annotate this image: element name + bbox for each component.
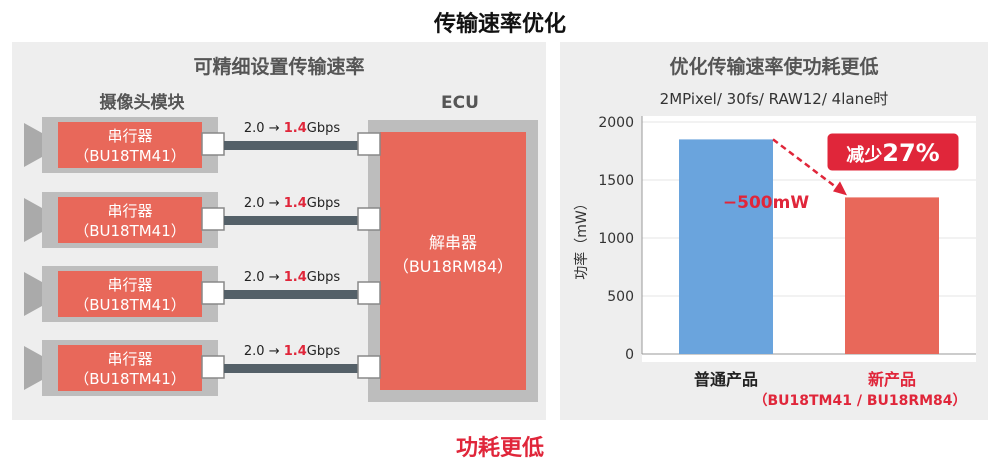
y-tick-label: 500 [607, 289, 634, 305]
serializer-name: 串行器 [107, 202, 152, 220]
footer-summary: 功耗更低 [455, 436, 544, 461]
serializer-part: （BU18TM41） [74, 370, 186, 388]
camera-lens-icon [24, 346, 42, 390]
camera-lens-icon [24, 123, 42, 167]
y-tick-label: 2000 [598, 115, 634, 131]
ecu-port-icon [357, 207, 381, 231]
deserializer-block [380, 132, 526, 390]
serializer-row: 串行器 （BU18TM41） 2.0 → 1.4Gbps [24, 266, 360, 322]
ecu-port-icon [357, 132, 381, 156]
rate-arrow-icon: → [265, 121, 284, 136]
difference-label: −500mW [723, 193, 809, 213]
rate-label: 2.0 → 1.4Gbps [244, 121, 340, 136]
rate-to: 1.4 [284, 121, 307, 136]
deserializer-part: （BU18RM84） [393, 257, 513, 276]
bar [845, 197, 939, 354]
rate-unit: Gbps [307, 344, 341, 359]
rate-from: 2.0 [244, 121, 265, 136]
deserializer-name: 解串器 [429, 233, 477, 252]
badge-text: 减少27% [846, 139, 939, 167]
power-chart: 2MPixel/ 30fs/ RAW12/ 4lane时 0 500 1000 150… [573, 90, 976, 409]
chart-subtitle: 2MPixel/ 30fs/ RAW12/ 4lane时 [660, 90, 889, 108]
rate-to: 1.4 [284, 344, 307, 359]
bar [679, 139, 773, 354]
transmission-diagram: 摄像头模块 ECU 串行器（BU18TM41）2.0 → 1.4Gbps串行器（… [24, 92, 538, 402]
serializer-name: 串行器 [107, 276, 152, 294]
reduction-badge: 减少27% [824, 130, 962, 174]
rate-from: 2.0 [244, 344, 265, 359]
serializer-block [58, 122, 202, 168]
serializer-part: （BU18TM41） [74, 147, 186, 165]
camera-port-icon [201, 132, 225, 156]
serializer-block [58, 345, 202, 391]
rate-arrow-icon: → [265, 196, 284, 211]
page-title: 传输速率优化 [433, 12, 566, 37]
power-panel: 优化传输速率使功耗更低 2MPixel/ 30fs/ RAW12/ 4lane时… [560, 42, 988, 420]
badge-value: 27% [882, 139, 939, 167]
rate-to: 1.4 [284, 270, 307, 285]
rate-label: 2.0 → 1.4Gbps [244, 270, 340, 285]
serializer-row: 串行器 （BU18TM41） 2.0 → 1.4Gbps [24, 192, 360, 248]
cable-line [224, 216, 360, 225]
serializer-name: 串行器 [107, 127, 152, 145]
power-panel-title: 优化传输速率使功耗更低 [669, 56, 879, 78]
category-sublabel: （BU18TM41 / BU18RM84） [753, 393, 966, 409]
badge-background [824, 130, 962, 174]
cable-line [224, 141, 360, 150]
category-label: 新产品 [868, 370, 916, 389]
rate-arrow-icon: → [265, 270, 284, 285]
transmission-panel: 可精细设置传输速率 摄像头模块 ECU 串行器 （BU18TM41） 2.0 → 1… [12, 42, 546, 420]
reduction-arrow-line [772, 138, 840, 191]
arrow-head-icon [833, 181, 847, 196]
transmission-panel-title: 可精细设置传输速率 [193, 56, 365, 78]
serializer-block [58, 271, 202, 317]
camera-port-icon [201, 355, 225, 379]
y-tick-label: 1000 [598, 231, 634, 247]
rate-from: 2.0 [244, 270, 265, 285]
rate-label: 2.0 → 1.4Gbps [244, 344, 340, 359]
badge-prefix: 减少 [846, 144, 882, 166]
rate-unit: Gbps [307, 121, 341, 136]
camera-port-icon [201, 207, 225, 231]
rate-arrow-icon: → [265, 344, 284, 359]
rate-to: 1.4 [284, 196, 307, 211]
serializer-block [58, 197, 202, 243]
serializer-row: 串行器 （BU18TM41） 2.0 → 1.4Gbps [24, 117, 360, 173]
category-label: 普通产品 [694, 370, 758, 389]
cable-line [224, 290, 360, 299]
rate-from: 2.0 [244, 196, 265, 211]
ecu-port-icon [357, 281, 381, 305]
serializer-part: （BU18TM41） [74, 296, 186, 314]
ecu-block: 解串器 （BU18RM84） [368, 120, 538, 402]
ecu-label: ECU [441, 93, 479, 113]
cable-line [224, 364, 360, 373]
serializer-part: （BU18TM41） [74, 222, 186, 240]
serializer-row: 串行器 （BU18TM41） 2.0 → 1.4Gbps [24, 340, 360, 396]
y-axis-label: 功率（mW） [573, 196, 590, 279]
camera-lens-icon [24, 272, 42, 316]
serializer-name: 串行器 [107, 350, 152, 368]
ecu-port-icon [357, 355, 381, 379]
camera-port-icon [201, 281, 225, 305]
rate-unit: Gbps [307, 270, 341, 285]
camera-module-label: 摄像头模块 [100, 92, 186, 113]
rate-unit: Gbps [307, 196, 341, 211]
y-tick-label: 1500 [598, 173, 634, 189]
camera-lens-icon [24, 198, 42, 242]
rate-label: 2.0 → 1.4Gbps [244, 196, 340, 211]
y-tick-label: 0 [625, 347, 634, 363]
